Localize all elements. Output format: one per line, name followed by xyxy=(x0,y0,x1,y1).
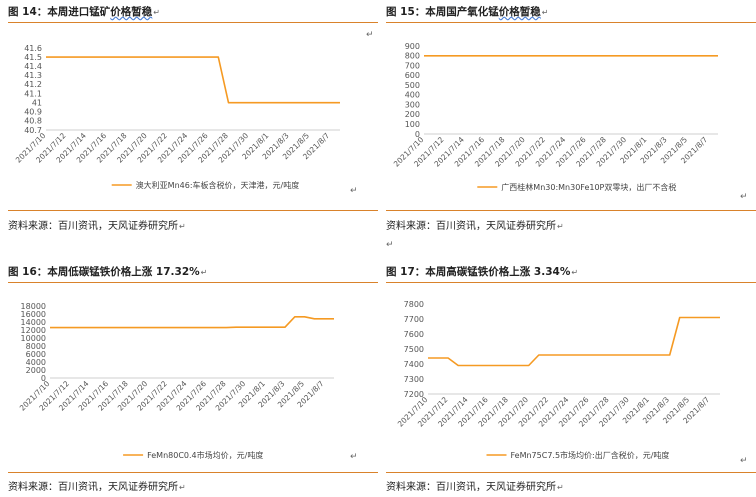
y-tick-label: 7600 xyxy=(404,330,424,339)
title-text: 图 17：本周高碳锰铁价格上涨 3.34% xyxy=(386,266,571,278)
y-tick-label: 7500 xyxy=(404,345,424,354)
y-tick-label: 7400 xyxy=(404,360,424,369)
legend-label: 广西桂林Mn30:Mn30Fe10P双零块，出厂不含税 xyxy=(501,182,676,192)
y-tick-label: 7800 xyxy=(404,300,424,309)
y-tick-label: 18000 xyxy=(21,302,46,311)
title-rule xyxy=(8,22,378,23)
y-tick-label: 41.3 xyxy=(24,71,42,80)
source-note: 资料来源：百川资讯，天风证券研究所↵ xyxy=(386,221,564,232)
source-rule xyxy=(8,472,378,473)
y-tick-label: 4000 xyxy=(26,358,46,367)
y-tick-label: 700 xyxy=(405,61,420,70)
line-chart: 1800016000140001200010000800060004000200… xyxy=(18,302,334,460)
y-tick-label: 0 xyxy=(41,374,46,383)
title-text: 图 15：本周国产氧化锰 xyxy=(386,6,499,18)
paragraph-mark: ↵ xyxy=(740,456,748,466)
paragraph-mark: ↵ xyxy=(350,186,358,196)
y-tick-label: 600 xyxy=(405,71,420,80)
title-text: 图 14：本周进口锰矿 xyxy=(8,6,111,18)
y-tick-label: 7200 xyxy=(404,390,424,399)
y-tick-label: 40.9 xyxy=(24,108,42,117)
line-chart: 78007700760075007400730072002021/7/10202… xyxy=(396,300,720,460)
source-text: 资料来源：百川资讯，天风证券研究所 xyxy=(386,221,556,232)
source-note: 资料来源：百川资讯，天风证券研究所↵ xyxy=(8,482,186,493)
chart-panel-14: 图 14：本周进口锰矿价格暂稳↵ 41.6 41.5 41.4 41.3 41.2 41.… xyxy=(8,4,378,234)
y-tick-label: 40.8 xyxy=(24,117,42,126)
y-tick-label: 14000 xyxy=(21,318,46,327)
y-tick-label: 100 xyxy=(405,120,420,129)
y-tick-label: 10000 xyxy=(21,334,46,343)
source-text: 资料来源：百川资讯，天风证券研究所 xyxy=(8,221,178,232)
source-text: 资料来源：百川资讯，天风证券研究所 xyxy=(8,482,178,493)
y-tick-label: 7300 xyxy=(404,375,424,384)
legend-label: 澳大利亚Mn46:车板含税价，天津港，元/吨度 xyxy=(136,180,300,190)
paragraph-mark: ↵ xyxy=(386,240,394,250)
title-text-underlined: 价格暂稳 xyxy=(110,6,153,18)
line-chart: 41.641.541.441.341.241.14140.940.840.720… xyxy=(14,44,340,190)
chart-panel-17: 图 17：本周高碳锰铁价格上涨 3.34%↵ 7800 7700 7600 7500 7… xyxy=(386,264,756,494)
legend-label: FeMn80C0.4市场均价，元/吨度 xyxy=(147,450,263,460)
source-note: 资料来源：百川资讯，天风证券研究所↵ xyxy=(386,482,564,493)
y-tick-label: 12000 xyxy=(21,326,46,335)
y-tick-label: 41.6 xyxy=(24,44,42,53)
series-line xyxy=(46,56,340,104)
paragraph-mark: ↵ xyxy=(366,30,374,40)
chart-title: 图 15：本周国产氧化锰价格暂稳↵ xyxy=(386,6,549,18)
y-tick-label: 500 xyxy=(405,81,420,90)
title-text: 图 16：本周低碳锰铁价格上涨 17.32% xyxy=(8,266,200,278)
y-tick-label: 2000 xyxy=(26,366,46,375)
y-tick-label: 6000 xyxy=(26,350,46,359)
paragraph-mark: ↵ xyxy=(350,452,358,462)
chart-title: 图 16：本周低碳锰铁价格上涨 17.32%↵ xyxy=(8,266,208,278)
y-tick-label: 41 xyxy=(32,98,42,107)
chart-panel-16: 图 16：本周低碳锰铁价格上涨 17.32%↵ 18000 16000 14000 1… xyxy=(8,264,378,494)
y-tick-label: 7700 xyxy=(404,315,424,324)
y-tick-label: 41.4 xyxy=(24,62,42,71)
y-tick-label: 40.7 xyxy=(24,126,42,135)
source-rule xyxy=(386,210,756,211)
title-text-underlined: 价格暂稳 xyxy=(498,6,541,18)
source-text: 资料来源：百川资讯，天风证券研究所 xyxy=(386,482,556,493)
y-tick-label: 900 xyxy=(405,42,420,51)
series-line xyxy=(50,315,334,329)
paragraph-mark: ↵ xyxy=(740,192,748,202)
y-tick-label: 41.2 xyxy=(24,80,42,89)
source-note: 资料来源：百川资讯，天风证券研究所↵ xyxy=(8,221,186,232)
line-chart: 90080070060050040030020010002021/7/10202… xyxy=(392,42,718,192)
y-tick-label: 0 xyxy=(415,130,420,139)
series-line xyxy=(428,316,720,367)
title-rule xyxy=(8,282,378,283)
chart-panel-15: 图 15：本周国产氧化锰价格暂稳↵ 900 800 700 600 500 400 300 2… xyxy=(386,4,756,234)
y-tick-label: 8000 xyxy=(26,342,46,351)
chart-title: 图 17：本周高碳锰铁价格上涨 3.34%↵ xyxy=(386,266,579,278)
source-rule xyxy=(8,210,378,211)
y-tick-label: 41.1 xyxy=(24,89,42,98)
y-tick-label: 41.5 xyxy=(24,53,42,62)
source-rule xyxy=(386,472,756,473)
title-rule xyxy=(386,22,756,23)
y-tick-label: 400 xyxy=(405,91,420,100)
legend-label: FeMn75C7.5市场均价:出厂含税价，元/吨度 xyxy=(511,450,670,460)
y-tick-label: 800 xyxy=(405,52,420,61)
chart-title: 图 14：本周进口锰矿价格暂稳↵ xyxy=(8,6,160,18)
y-tick-label: 16000 xyxy=(21,310,46,319)
y-tick-label: 300 xyxy=(405,100,420,109)
y-tick-label: 200 xyxy=(405,110,420,119)
title-rule xyxy=(386,282,756,283)
